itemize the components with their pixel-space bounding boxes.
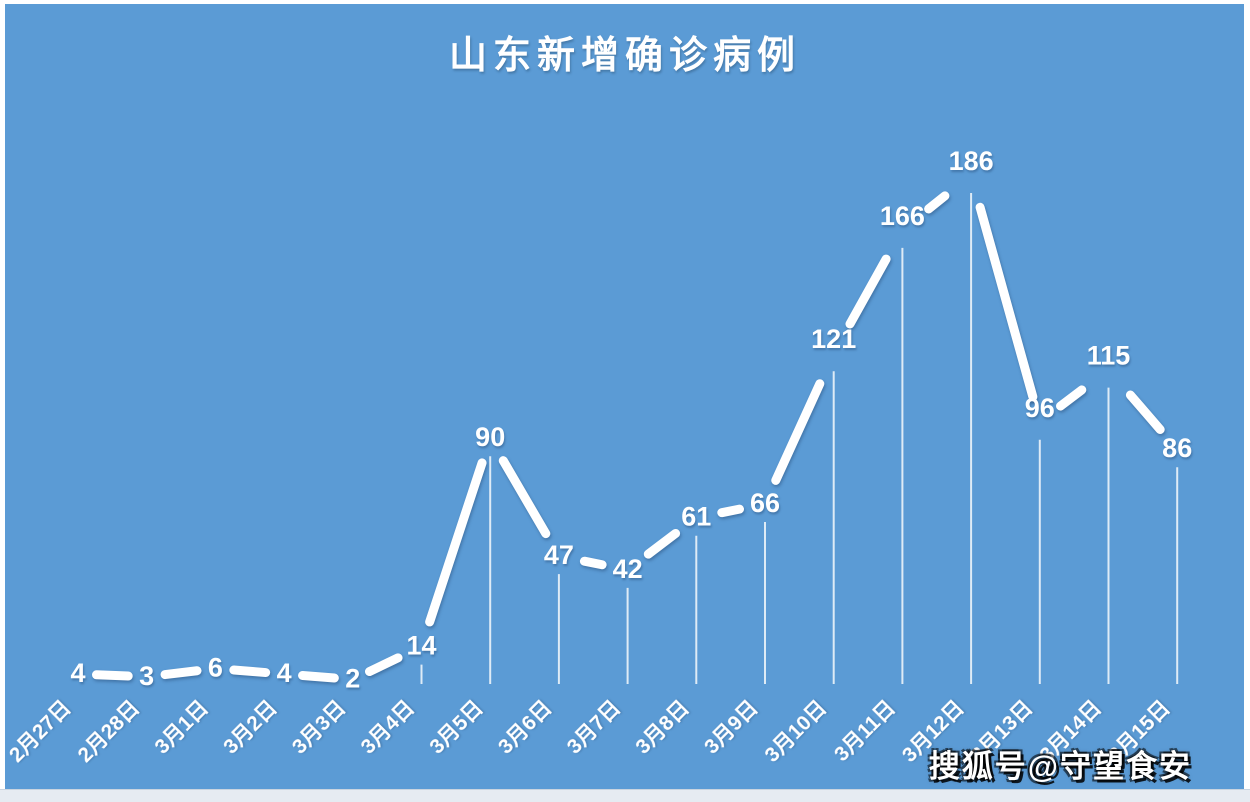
data-label: 6	[208, 653, 223, 683]
bottom-border-strip	[0, 789, 1250, 802]
x-axis-label: 3月10日	[760, 696, 831, 767]
line-segment	[229, 665, 271, 678]
line-segment	[643, 528, 681, 559]
data-label: 3	[139, 661, 154, 691]
chart-title: 山东新增确诊病例	[448, 35, 801, 77]
x-axis-label: 3月2日	[219, 696, 281, 758]
line-segment	[425, 458, 487, 627]
line-segment	[975, 202, 1038, 402]
x-axis-label: 3月5日	[425, 696, 487, 758]
data-label: 90	[475, 422, 505, 452]
line-segment	[845, 254, 891, 329]
x-axis-label: 3月9日	[700, 696, 762, 758]
line-segment	[298, 671, 339, 683]
data-label: 2	[345, 664, 360, 694]
line-segment	[924, 191, 950, 214]
line-segment	[771, 379, 825, 485]
line-segment	[498, 456, 551, 539]
data-label: 42	[613, 554, 643, 584]
x-axis-label: 3月11日	[830, 696, 900, 766]
line-segment	[160, 666, 202, 680]
x-axis-label: 3月1日	[150, 696, 212, 758]
line-segment	[91, 670, 133, 681]
data-label: 4	[70, 658, 85, 688]
data-label: 96	[1025, 393, 1055, 423]
watermark: 搜狐号@守望食安	[928, 749, 1192, 784]
x-axis-label: 2月28日	[73, 696, 144, 767]
data-label: 186	[949, 146, 994, 176]
data-label: 14	[406, 631, 436, 661]
line-segment	[1056, 385, 1087, 411]
x-axis-label: 3月8日	[631, 696, 693, 758]
chart-background	[5, 4, 1244, 790]
data-label: 4	[277, 658, 292, 688]
data-label: 61	[681, 502, 711, 532]
line-segment	[364, 653, 403, 677]
data-label: 47	[544, 540, 574, 570]
x-axis-label: 3月4日	[357, 696, 419, 758]
line-segment	[1125, 390, 1165, 435]
x-axis-label: 3月7日	[563, 696, 625, 758]
data-label: 66	[750, 488, 780, 518]
x-axis-label: 2月27日	[5, 696, 76, 767]
x-axis-label: 3月3日	[288, 696, 350, 758]
data-label: 115	[1087, 341, 1131, 371]
line-segment	[579, 556, 607, 570]
data-label: 86	[1162, 433, 1192, 463]
data-label: 121	[811, 324, 856, 354]
data-label: 166	[880, 201, 925, 231]
line-segment	[717, 504, 745, 518]
x-axis-label: 3月6日	[494, 696, 556, 758]
